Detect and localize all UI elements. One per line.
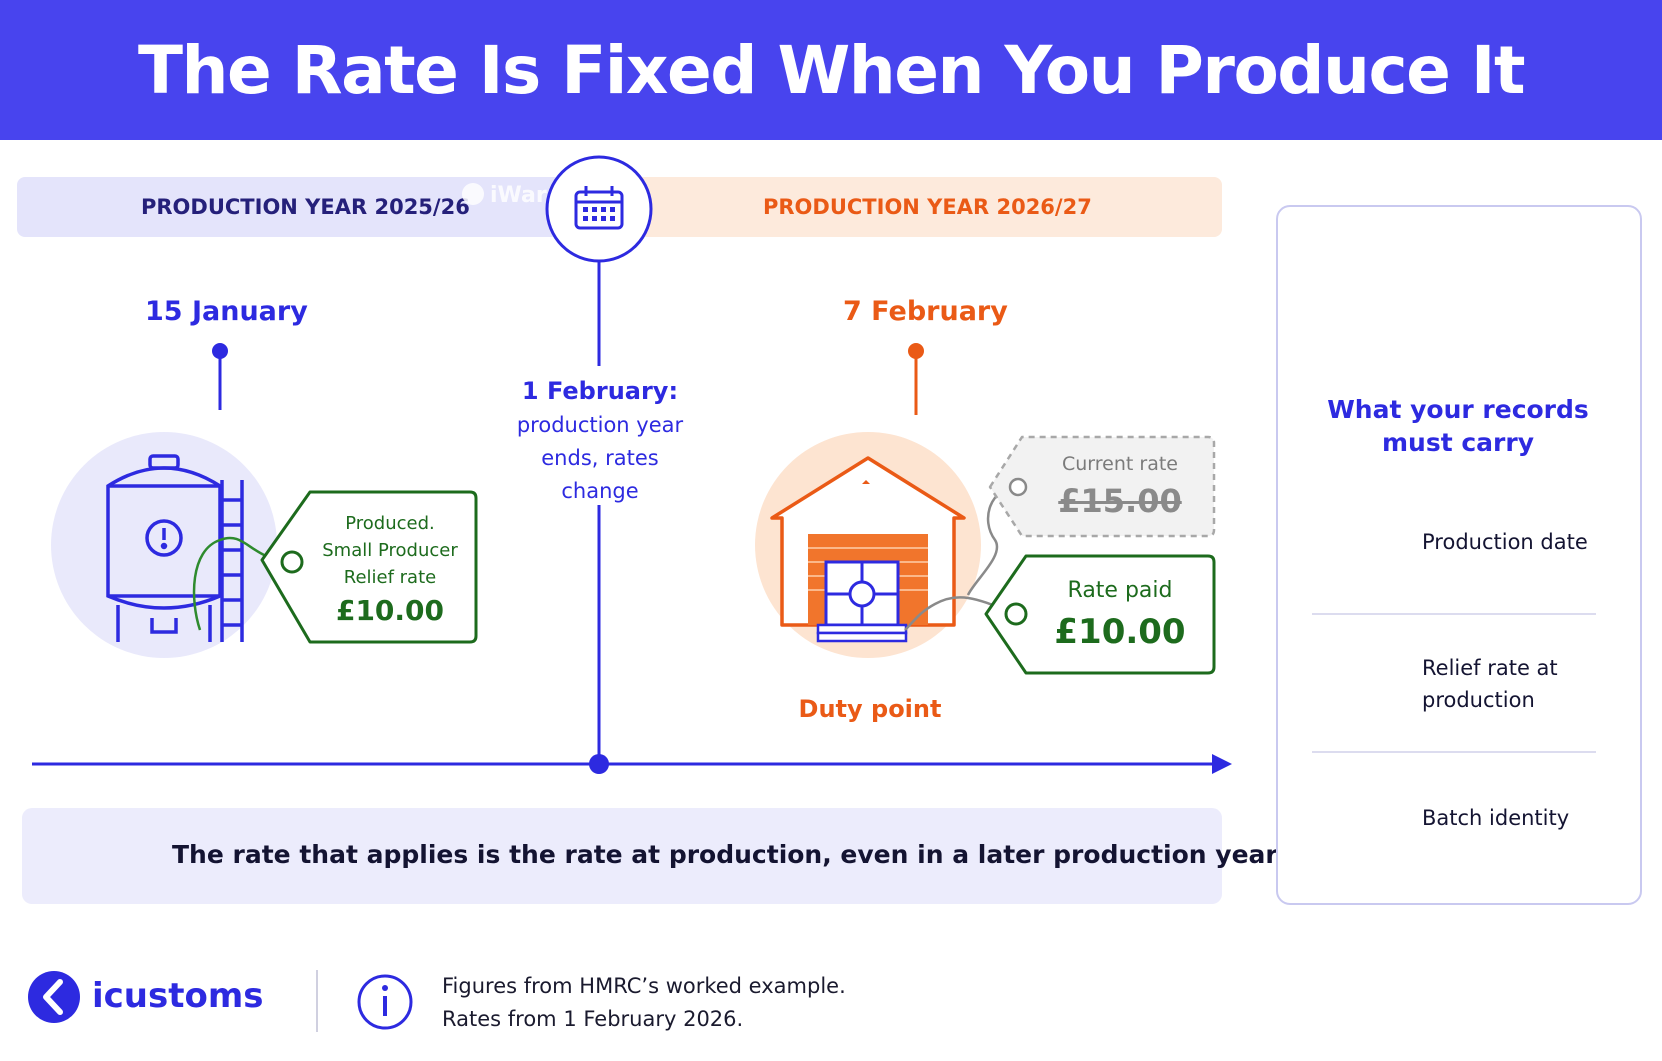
icustoms-logo-icon	[28, 971, 80, 1023]
page-title: The Rate Is Fixed When You Produce It	[138, 31, 1526, 109]
records-sidebar	[1276, 205, 1642, 905]
current-rate-label: Current rate	[1062, 453, 1178, 475]
warehouse-icon	[770, 456, 966, 643]
boundary-text: production year ends, rates change	[516, 413, 684, 503]
production-tag-line1: Produced.	[345, 513, 435, 534]
key-message-text: The rate that applies is the rate at pro…	[172, 840, 1284, 869]
footnote-line1: Figures from HMRC’s worked example.	[442, 974, 846, 998]
rate-paid-amount: £10.00	[1054, 612, 1186, 652]
header-banner: The Rate Is Fixed When You Produce It	[0, 0, 1662, 140]
sidebar-divider	[1312, 751, 1596, 753]
sidebar-item-batch-identity: Batch identity	[1422, 806, 1570, 830]
boundary-label: 1 February: production year ends, rates …	[505, 375, 695, 508]
current-rate-amount: £15.00	[1058, 482, 1182, 520]
rate-paid-label: Rate paid	[1067, 578, 1173, 603]
boundary-calendar-icon	[545, 155, 653, 263]
production-rate-tag	[260, 490, 478, 644]
left-tag-string	[192, 536, 293, 631]
key-message-banner	[22, 808, 1222, 904]
production-year-left-bar: PRODUCTION YEAR 2025/26	[17, 177, 562, 237]
sidebar-divider	[1312, 613, 1596, 615]
production-year-right-label: PRODUCTION YEAR 2026/27	[763, 195, 1092, 219]
left-date-label: 15 January	[145, 296, 308, 327]
sidebar-title: What your records must carry	[1327, 395, 1589, 457]
production-tag-line3: Relief rate	[343, 567, 437, 588]
current-rate-tag	[988, 435, 1216, 538]
production-tag-text: Produced. Small Producer Relief rate £10…	[300, 510, 480, 631]
duty-point-label: Duty point	[798, 695, 942, 723]
info-icon	[357, 974, 413, 1030]
production-year-left-label: PRODUCTION YEAR 2025/26	[141, 195, 470, 219]
sidebar-item-relief-rate: Relief rate at production	[1422, 656, 1558, 712]
right-date-label: 7 February	[843, 296, 1008, 327]
paid-tag-string	[904, 596, 1017, 631]
timeline-arrow-icon	[1212, 754, 1232, 774]
production-year-right-bar: PRODUCTION YEAR 2026/27	[600, 177, 1222, 237]
footnote-line2: Rates from 1 February 2026.	[442, 1007, 744, 1031]
brand-name: icustoms	[92, 976, 264, 1016]
production-tag-line2: Small Producer	[322, 540, 458, 561]
production-tag-amount: £10.00	[335, 594, 445, 627]
footnote: Figures from HMRC’s worked example. Rate…	[442, 970, 846, 1036]
watermark-logo-icon	[462, 183, 484, 205]
boundary-point	[589, 754, 609, 774]
rate-paid-tag	[984, 554, 1216, 675]
sidebar-item-production-date: Production date	[1422, 530, 1588, 554]
boundary-title: 1 February:	[521, 377, 679, 405]
